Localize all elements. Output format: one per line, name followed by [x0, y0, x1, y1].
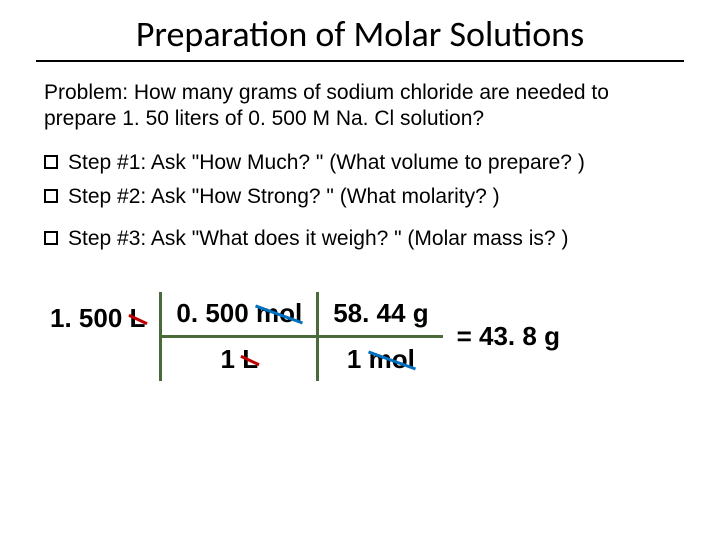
term-3-bot: 1 mol: [333, 338, 429, 381]
slide-title: Preparation of Molar Solutions: [36, 0, 684, 62]
problem-statement: Problem: How many grams of sodium chlori…: [44, 80, 676, 133]
result: = 43. 8 g: [443, 321, 568, 352]
step-item: Step #2: Ask "How Strong? " (What molari…: [44, 183, 676, 211]
unit-liter-struck: L: [242, 344, 258, 375]
unit-mol-struck: mol: [256, 298, 302, 329]
checkbox-icon: [44, 231, 58, 245]
step-text: Step #2: Ask "How Strong? " (What molari…: [68, 183, 500, 211]
step-item: Step #1: Ask "How Much? " (What volume t…: [44, 149, 676, 177]
unit-liter-struck: L: [130, 303, 146, 334]
checkbox-icon: [44, 155, 58, 169]
step-text: Step #3: Ask "What does it weigh? " (Mol…: [68, 225, 568, 253]
term-2: 0. 500 mol 1 L: [162, 292, 316, 381]
term-2-top: 0. 500 mol: [162, 292, 316, 335]
step-text: Step #1: Ask "How Much? " (What volume t…: [68, 149, 585, 177]
unit-mol-struck: mol: [369, 344, 415, 375]
term-2-bot: 1 L: [207, 338, 273, 381]
steps-list: Step #1: Ask "How Much? " (What volume t…: [44, 149, 676, 254]
term-1-top: 1. 500 L: [36, 297, 159, 376]
calculation-row: 1. 500 L 0. 500 mol 1 L 58. 44 g 1 mol =…: [36, 292, 684, 381]
term-1: 1. 500 L: [36, 297, 159, 376]
term-3-top: 58. 44 g: [319, 292, 442, 335]
unit-grams: g: [413, 298, 429, 328]
checkbox-icon: [44, 189, 58, 203]
term-3: 58. 44 g 1 mol: [319, 292, 442, 381]
step-item: Step #3: Ask "What does it weigh? " (Mol…: [44, 225, 676, 253]
